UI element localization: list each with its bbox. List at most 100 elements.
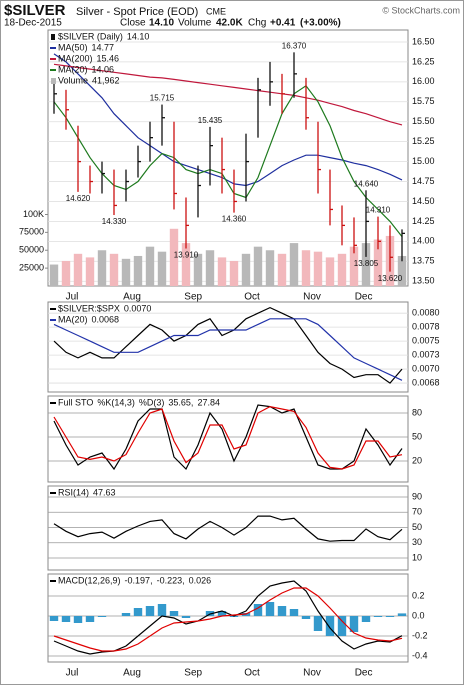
- x-tick-label: Sep: [184, 668, 202, 679]
- y-tick-label: 50: [412, 522, 422, 532]
- x-tick-label: Dec: [355, 292, 373, 303]
- volume-value: 42.0K: [216, 18, 243, 29]
- volume-bar: [361, 243, 371, 286]
- legend-name: %K(14,3): [97, 397, 135, 407]
- price-annotation: 14.330: [102, 217, 127, 226]
- volume-bar: [349, 246, 359, 286]
- volume-bar: [277, 253, 287, 286]
- volume-bar: [217, 257, 227, 286]
- legend-value: -0.223: [157, 575, 183, 585]
- legend-swatch: [51, 34, 55, 40]
- legend-name: MA(200): [58, 53, 93, 63]
- y-tick-label: 90: [412, 491, 422, 501]
- volume-bar: [49, 264, 59, 286]
- y-tick-label: 15.00: [412, 156, 435, 166]
- y-tick-label: 0.0080: [412, 308, 440, 318]
- volume-label: Volume: [178, 18, 212, 29]
- y-tick-label: 0.0075: [412, 336, 440, 346]
- legend-title: Full STO: [58, 397, 93, 407]
- y-tick-label: 80: [412, 407, 422, 417]
- histogram-bar: [157, 604, 167, 616]
- volume-bar: [313, 251, 323, 286]
- histogram-bar: [397, 613, 407, 616]
- panel-frame: [47, 29, 409, 287]
- x-tick-label: Jul: [66, 668, 79, 679]
- exchange: CME: [206, 6, 226, 16]
- histogram-bar: [121, 613, 131, 616]
- y-tick-label: 10: [412, 552, 422, 562]
- y-tick-label: 20: [412, 455, 422, 465]
- histogram-bar: [97, 616, 107, 617]
- histogram-bar: [181, 616, 191, 618]
- y-tick-label: 15.75: [412, 96, 435, 106]
- panel-frame: [47, 301, 409, 393]
- legend-name: $SILVER:$SPX: [58, 303, 120, 313]
- instrument-name: Silver - Spot Price (EOD): [76, 6, 198, 18]
- volume-tick-label: 50000: [19, 245, 44, 255]
- indicator-line: [53, 587, 403, 652]
- histogram-bar: [253, 604, 263, 616]
- x-tick-label: Aug: [123, 668, 141, 679]
- y-tick-label: 16.50: [412, 36, 435, 46]
- y-tick-label: -0.2: [412, 630, 428, 640]
- price-annotation: 13.620: [378, 274, 403, 283]
- close-label: Close: [120, 18, 146, 29]
- histogram-bar: [73, 616, 83, 623]
- legend-name: RSI(14): [58, 487, 89, 497]
- legend-value: 14.77: [92, 42, 115, 52]
- legend-title: MACD(12,26,9): [58, 575, 121, 585]
- histogram-bar: [169, 611, 179, 616]
- date: 18-Dec-2015: [4, 18, 62, 29]
- volume-bar: [157, 251, 167, 286]
- volume-tick-label: 75000: [19, 227, 44, 237]
- x-tick-label: Oct: [244, 668, 260, 679]
- price-annotation: 13.805: [354, 259, 379, 268]
- price-annotation: 14.360: [222, 215, 247, 224]
- histogram-bar: [61, 616, 71, 622]
- x-tick-label: Aug: [123, 292, 141, 303]
- indicator-line: [53, 318, 403, 381]
- y-tick-label: 14.50: [412, 196, 435, 206]
- volume-bar: [169, 228, 179, 286]
- y-tick-label: 0.0070: [412, 363, 440, 373]
- panel-frame: [47, 395, 409, 483]
- histogram-bar: [313, 616, 323, 631]
- volume-bar: [193, 253, 203, 286]
- y-tick-label: 14.25: [412, 216, 435, 226]
- price-annotation: 14.620: [66, 194, 91, 203]
- histogram-bar: [133, 608, 143, 616]
- volume-bar: [97, 250, 107, 286]
- y-tick-label: 0.0: [412, 610, 425, 620]
- legend-value: 27.84: [197, 397, 220, 407]
- y-tick-label: 13.75: [412, 256, 435, 266]
- legend-name: MA(20): [58, 314, 88, 324]
- volume-bar: [133, 255, 143, 286]
- price-annotation: 16.370: [282, 41, 307, 50]
- histogram-bar: [265, 602, 275, 616]
- histogram-bar: [361, 616, 371, 622]
- x-tick-label: Nov: [303, 292, 321, 303]
- volume-bar: [397, 255, 407, 286]
- y-tick-label: -0.4: [412, 650, 428, 660]
- volume-tick-label: 100K: [23, 209, 44, 219]
- y-tick-label: 0.2: [412, 590, 425, 600]
- volume-bar: [109, 253, 119, 286]
- volume-bar: [337, 253, 347, 286]
- x-tick-label: Nov: [303, 668, 321, 679]
- legend-value: 0.0070: [124, 303, 152, 313]
- volume-bar: [325, 257, 335, 286]
- legend-name: MA(50): [58, 42, 88, 52]
- symbol: $SILVER: [4, 2, 66, 19]
- histogram-bar: [349, 616, 359, 632]
- volume-bar: [373, 239, 383, 286]
- legend-value: 14.10: [127, 31, 150, 41]
- credit: © StockCharts.com: [382, 5, 460, 15]
- legend-separator: ,: [191, 397, 194, 407]
- volume-bar: [253, 246, 263, 286]
- y-tick-label: 13.50: [412, 276, 435, 286]
- volume-bar: [145, 246, 155, 286]
- legend-value: 0.0068: [92, 314, 120, 324]
- y-tick-label: 14.75: [412, 176, 435, 186]
